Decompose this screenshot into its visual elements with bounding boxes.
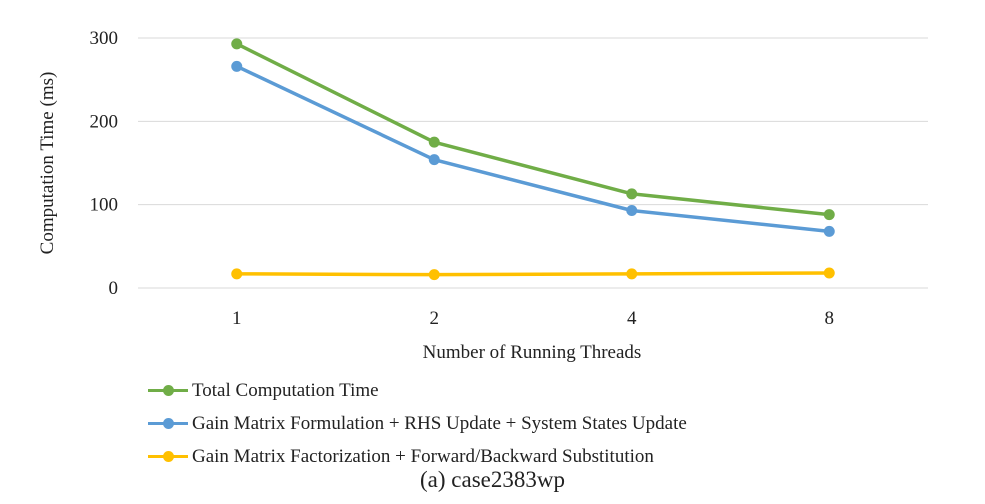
data-point	[231, 268, 243, 280]
legend-swatch	[148, 418, 188, 429]
data-point	[231, 38, 243, 50]
y-tick-labels: 0 100 200 300	[90, 28, 119, 299]
legend-item: Gain Matrix Formulation + RHS Update + S…	[148, 407, 687, 440]
data-point	[428, 154, 440, 166]
y-tick-label: 300	[90, 28, 119, 49]
data-point	[626, 268, 638, 280]
y-tick-label: 200	[90, 111, 119, 132]
data-point	[823, 209, 835, 221]
legend-label: Total Computation Time	[192, 379, 379, 401]
x-tick-label: 4	[627, 308, 637, 329]
x-tick-labels: 1 2 4 8	[232, 308, 834, 329]
gridlines	[138, 37, 928, 289]
legend: Total Computation Time Gain Matrix Formul…	[148, 374, 687, 473]
legend-marker	[163, 385, 174, 396]
data-point	[231, 60, 243, 72]
series-1	[231, 38, 835, 221]
x-tick-label: 2	[430, 308, 440, 329]
legend-item: Total Computation Time	[148, 374, 687, 407]
y-axis-label: Computation Time (ms)	[37, 72, 58, 255]
legend-marker	[163, 418, 174, 429]
data-point	[823, 267, 835, 279]
legend-swatch	[148, 451, 188, 462]
legend-label: Gain Matrix Formulation + RHS Update + S…	[192, 412, 687, 434]
series-group	[231, 38, 835, 281]
series-2	[231, 60, 835, 237]
legend-swatch	[148, 385, 188, 396]
data-point	[626, 205, 638, 216]
x-axis-label: Number of Running Threads	[423, 342, 642, 363]
series-line	[236, 64, 830, 234]
series-3	[231, 267, 835, 281]
legend-marker	[163, 451, 174, 462]
data-point	[428, 136, 440, 148]
legend-label: Gain Matrix Factorization + Forward/Back…	[192, 445, 654, 467]
x-tick-label: 1	[232, 308, 242, 329]
y-tick-label: 0	[109, 278, 119, 299]
data-point	[823, 225, 835, 237]
series-line	[235, 42, 830, 217]
legend-item: Gain Matrix Factorization + Forward/Back…	[148, 440, 687, 473]
series-line	[236, 271, 830, 277]
x-tick-label: 8	[825, 308, 835, 329]
data-point	[428, 269, 440, 281]
data-point	[626, 188, 638, 200]
y-tick-label: 100	[90, 195, 119, 216]
chart-caption: (a) case2383wp	[420, 467, 565, 492]
